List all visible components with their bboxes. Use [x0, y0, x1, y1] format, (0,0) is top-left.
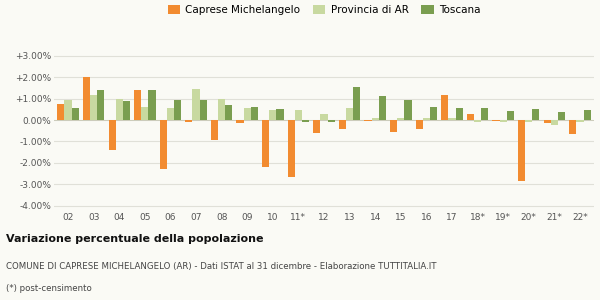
- Bar: [97, 90, 104, 120]
- Bar: [58, 104, 64, 120]
- Bar: [525, 120, 532, 122]
- Text: COMUNE DI CAPRESE MICHELANGELO (AR) - Dati ISTAT al 31 dicembre - Elaborazione T: COMUNE DI CAPRESE MICHELANGELO (AR) - Da…: [6, 262, 437, 271]
- Bar: [64, 100, 71, 120]
- Text: (*) post-censimento: (*) post-censimento: [6, 284, 92, 293]
- Bar: [346, 108, 353, 120]
- Bar: [302, 120, 309, 122]
- Bar: [167, 108, 174, 120]
- Bar: [116, 99, 123, 120]
- Bar: [577, 120, 584, 122]
- Bar: [193, 89, 200, 120]
- Bar: [584, 110, 590, 120]
- Bar: [448, 118, 455, 120]
- Bar: [371, 118, 379, 120]
- Bar: [416, 120, 423, 129]
- Bar: [236, 120, 244, 123]
- Bar: [269, 110, 277, 120]
- Bar: [320, 114, 328, 120]
- Bar: [569, 120, 577, 134]
- Bar: [123, 101, 130, 120]
- Bar: [404, 100, 412, 120]
- Legend: Caprese Michelangelo, Provincia di AR, Toscana: Caprese Michelangelo, Provincia di AR, T…: [164, 1, 484, 19]
- Bar: [481, 108, 488, 120]
- Bar: [313, 120, 320, 133]
- Bar: [83, 77, 90, 120]
- Bar: [474, 120, 481, 122]
- Bar: [262, 120, 269, 167]
- Bar: [295, 110, 302, 120]
- Bar: [185, 120, 193, 122]
- Bar: [551, 120, 558, 125]
- Bar: [277, 109, 284, 120]
- Bar: [544, 120, 551, 123]
- Text: Variazione percentuale della popolazione: Variazione percentuale della popolazione: [6, 233, 263, 244]
- Bar: [211, 120, 218, 140]
- Bar: [328, 120, 335, 122]
- Bar: [379, 96, 386, 120]
- Bar: [441, 95, 448, 120]
- Bar: [390, 120, 397, 132]
- Bar: [174, 100, 181, 120]
- Bar: [339, 120, 346, 129]
- Bar: [109, 120, 116, 150]
- Bar: [467, 114, 474, 120]
- Bar: [71, 108, 79, 120]
- Bar: [134, 90, 141, 120]
- Bar: [455, 108, 463, 120]
- Bar: [364, 120, 371, 121]
- Bar: [251, 107, 258, 120]
- Bar: [218, 99, 225, 120]
- Bar: [532, 109, 539, 120]
- Bar: [493, 120, 500, 121]
- Bar: [244, 108, 251, 120]
- Bar: [200, 100, 207, 120]
- Bar: [500, 120, 507, 122]
- Bar: [430, 107, 437, 120]
- Bar: [90, 95, 97, 120]
- Bar: [518, 120, 525, 181]
- Bar: [148, 90, 155, 120]
- Bar: [160, 120, 167, 169]
- Bar: [507, 111, 514, 120]
- Bar: [353, 87, 361, 120]
- Bar: [423, 118, 430, 120]
- Bar: [225, 105, 232, 120]
- Bar: [558, 112, 565, 120]
- Bar: [287, 120, 295, 177]
- Bar: [397, 118, 404, 120]
- Bar: [141, 107, 148, 120]
